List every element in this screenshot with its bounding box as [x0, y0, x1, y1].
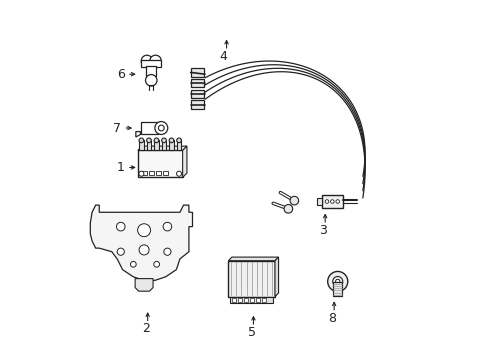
- Bar: [163, 171, 168, 175]
- Circle shape: [154, 138, 159, 143]
- Circle shape: [153, 261, 159, 267]
- Bar: [142, 171, 146, 175]
- Bar: [169, 140, 174, 150]
- Polygon shape: [182, 146, 186, 177]
- Bar: [228, 261, 274, 297]
- Bar: [250, 298, 253, 302]
- Bar: [154, 140, 159, 150]
- Bar: [146, 140, 151, 150]
- Bar: [244, 298, 247, 302]
- Circle shape: [335, 279, 339, 284]
- Text: 2: 2: [142, 322, 149, 335]
- Bar: [262, 298, 265, 302]
- Bar: [256, 298, 260, 302]
- Circle shape: [330, 200, 333, 203]
- Circle shape: [327, 271, 347, 292]
- Circle shape: [139, 171, 143, 176]
- Bar: [321, 195, 343, 208]
- Text: 5: 5: [247, 326, 255, 339]
- Circle shape: [117, 248, 124, 255]
- Circle shape: [176, 138, 181, 143]
- Polygon shape: [90, 205, 192, 280]
- Bar: [230, 297, 273, 303]
- Polygon shape: [274, 257, 278, 297]
- Circle shape: [137, 224, 150, 237]
- Circle shape: [325, 200, 328, 203]
- Polygon shape: [135, 279, 153, 291]
- Bar: [238, 298, 241, 302]
- Bar: [317, 198, 322, 205]
- Bar: [191, 90, 204, 98]
- Text: 7: 7: [113, 122, 121, 135]
- Bar: [146, 66, 156, 76]
- Circle shape: [116, 222, 125, 231]
- Circle shape: [149, 55, 161, 67]
- Circle shape: [155, 122, 167, 134]
- Circle shape: [141, 55, 152, 67]
- Polygon shape: [136, 132, 140, 137]
- Circle shape: [162, 138, 166, 143]
- Bar: [333, 282, 341, 296]
- Circle shape: [145, 75, 157, 86]
- Bar: [141, 59, 161, 67]
- Circle shape: [176, 171, 181, 176]
- Circle shape: [139, 138, 143, 143]
- Bar: [138, 150, 182, 177]
- Circle shape: [289, 196, 298, 205]
- Bar: [231, 298, 235, 302]
- Bar: [162, 140, 166, 150]
- Bar: [191, 79, 204, 87]
- Bar: [140, 122, 158, 134]
- Circle shape: [284, 204, 292, 213]
- Polygon shape: [228, 257, 278, 261]
- Circle shape: [130, 261, 136, 267]
- Bar: [176, 140, 181, 150]
- Text: 3: 3: [319, 224, 326, 237]
- Text: 4: 4: [219, 50, 226, 63]
- Circle shape: [163, 248, 171, 255]
- Bar: [139, 140, 143, 150]
- Text: 8: 8: [327, 311, 336, 325]
- Polygon shape: [138, 146, 186, 150]
- Circle shape: [146, 138, 151, 143]
- Circle shape: [335, 200, 339, 203]
- Bar: [191, 100, 204, 109]
- Bar: [156, 171, 161, 175]
- Circle shape: [169, 138, 174, 143]
- Bar: [149, 171, 154, 175]
- Bar: [191, 68, 204, 77]
- Text: 6: 6: [117, 68, 124, 81]
- Text: 1: 1: [117, 161, 124, 174]
- Circle shape: [163, 222, 171, 231]
- Circle shape: [139, 245, 149, 255]
